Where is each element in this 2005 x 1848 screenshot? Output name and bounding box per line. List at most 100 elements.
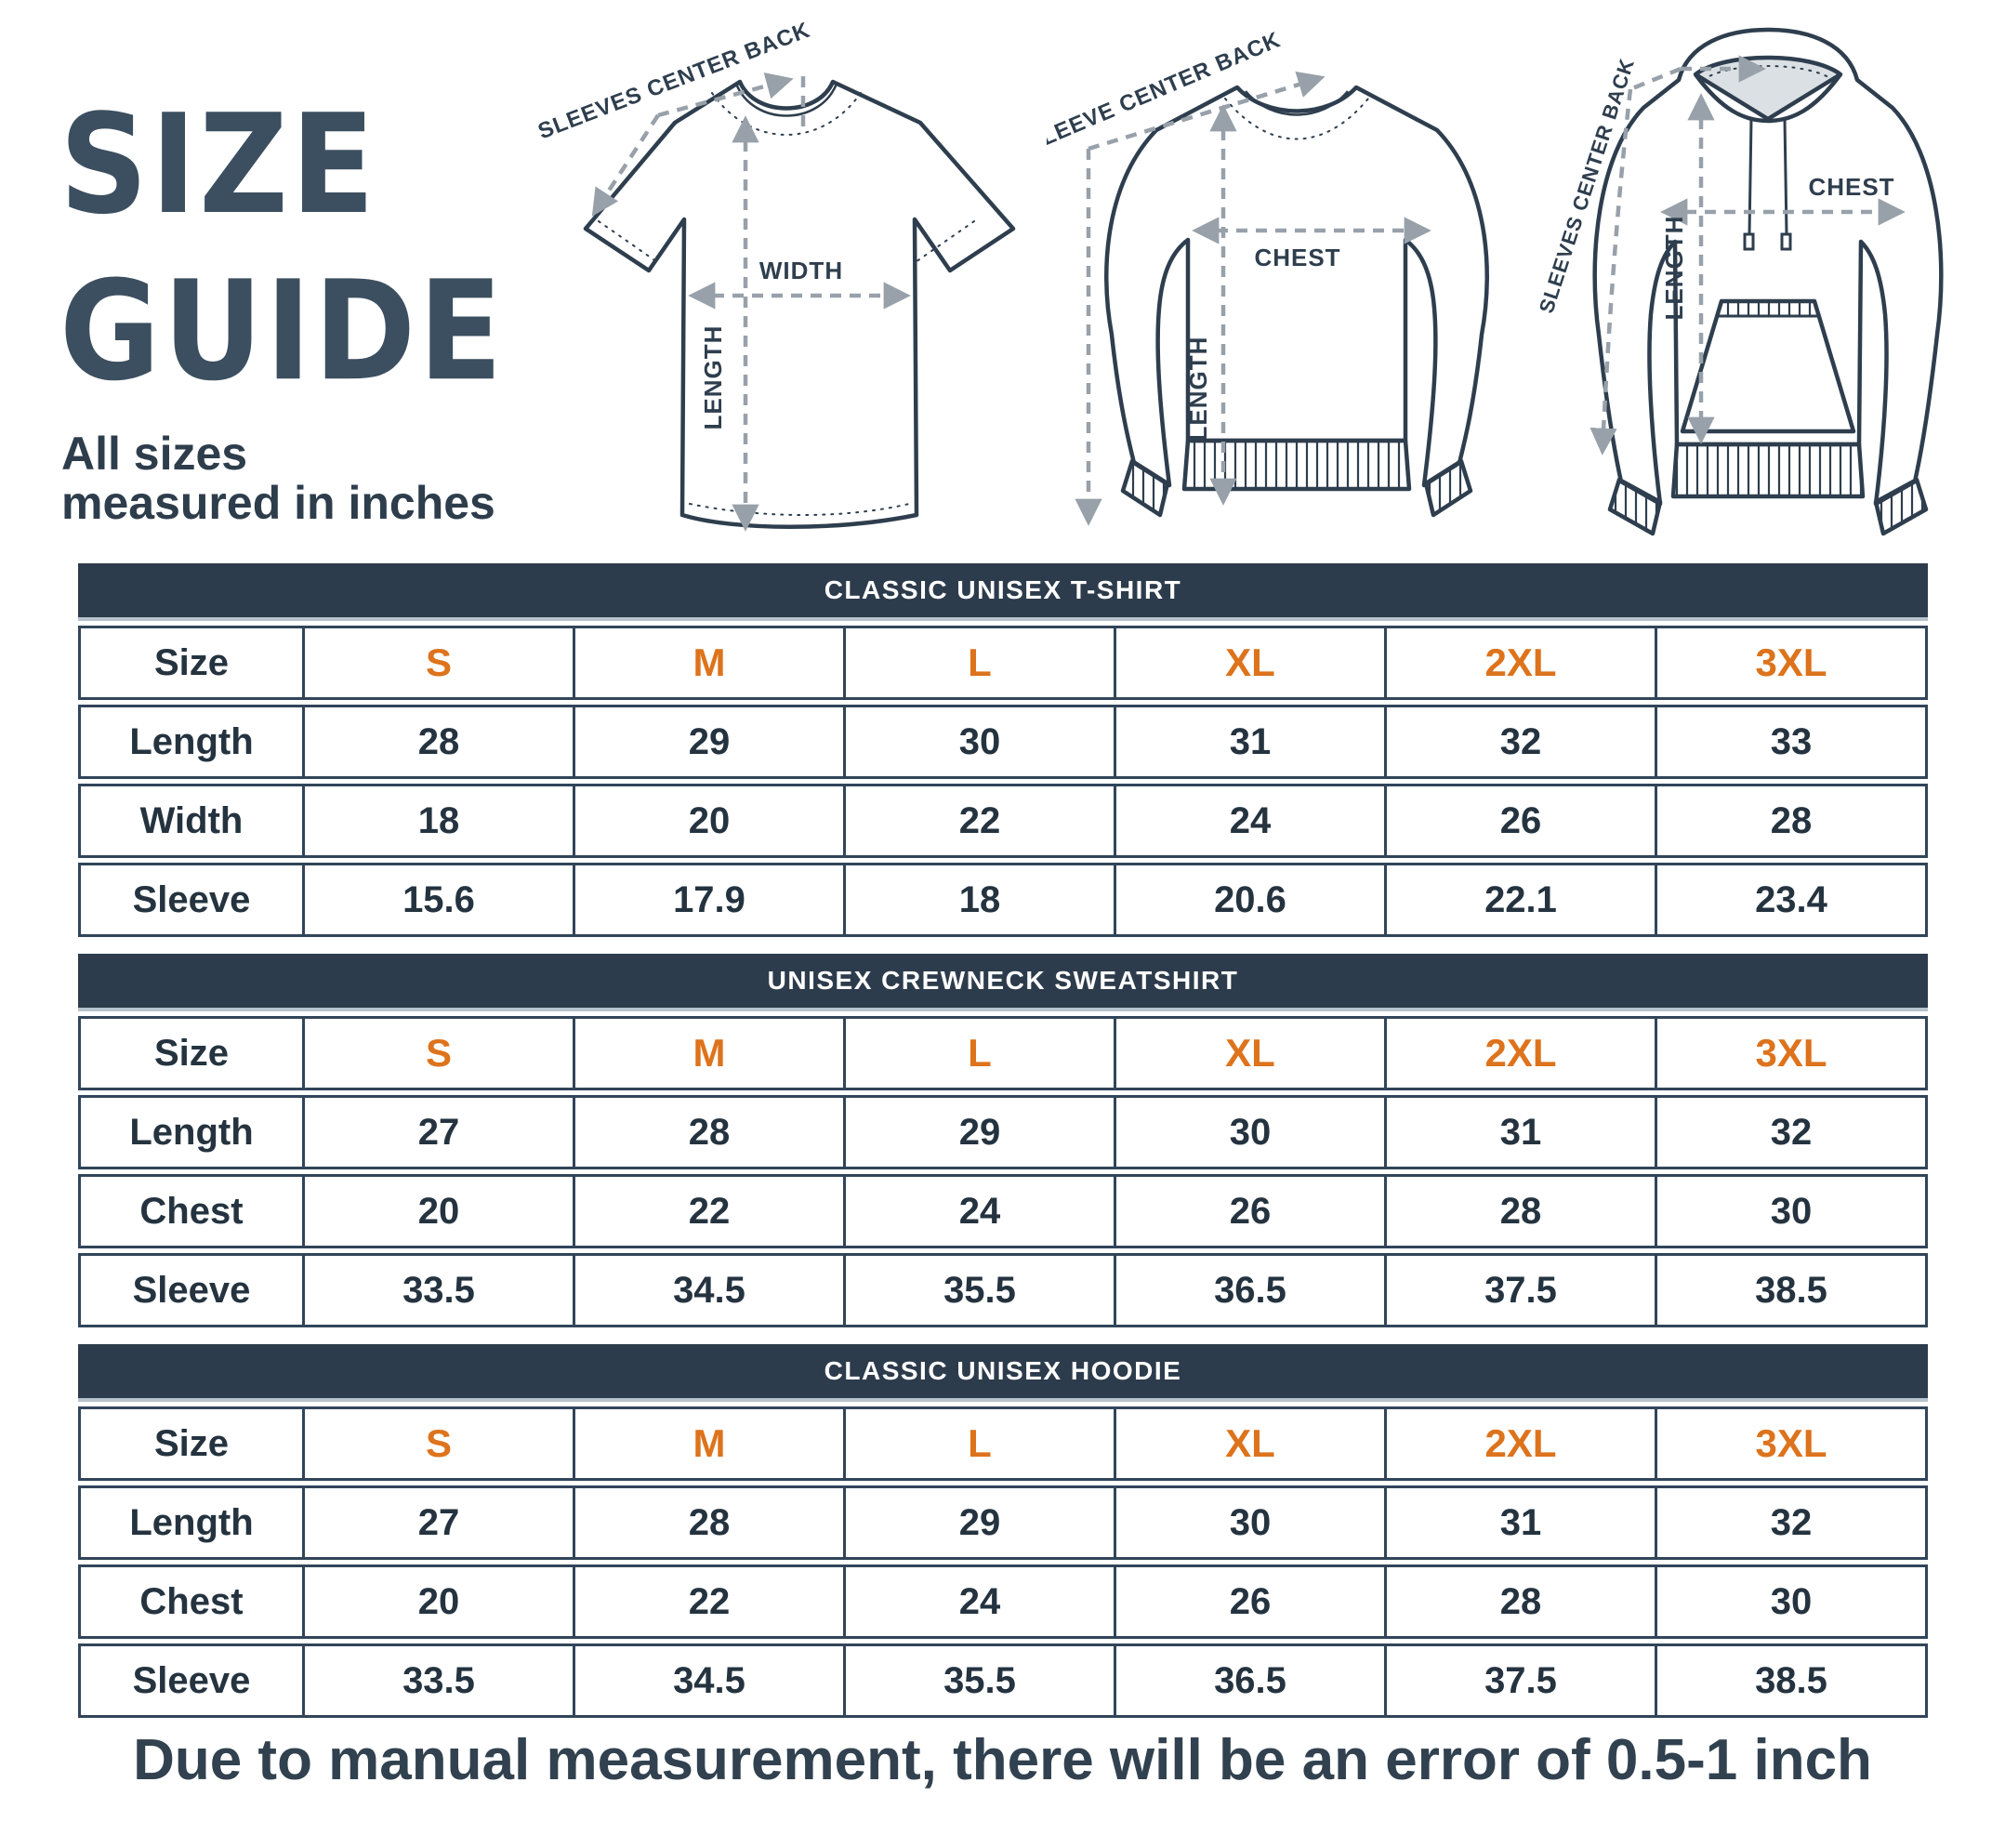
- value-cell: 37.5: [1384, 1256, 1655, 1325]
- value-cell: 38.5: [1655, 1256, 1925, 1325]
- tshirt-figure: WIDTH LENGTH SLEEVES CENTER BACK: [534, 22, 1016, 532]
- size-col-header: M: [573, 1409, 843, 1478]
- value-cell: 29: [843, 1488, 1114, 1557]
- page-title: SIZE GUIDE: [59, 82, 505, 415]
- value-cell: 22: [573, 1567, 843, 1636]
- size-col-header: S: [302, 1019, 573, 1088]
- table-hoodie: CLASSIC UNISEX HOODIE Size S M L XL 2XL …: [78, 1344, 1928, 1718]
- sweatshirt-outline: [1104, 85, 1489, 518]
- value-cell: 22: [843, 786, 1114, 855]
- value-cell: 20.6: [1114, 865, 1384, 934]
- table-row: Sleeve 33.5 34.5 35.5 36.5 37.5 38.5: [78, 1643, 1928, 1718]
- value-cell: 33.5: [302, 1256, 573, 1325]
- value-cell: 30: [1114, 1488, 1384, 1557]
- value-cell: 24: [1114, 786, 1384, 855]
- row-label: Chest: [139, 1580, 244, 1622]
- value-cell: 35.5: [843, 1646, 1114, 1715]
- table-row: Length 27 28 29 30 31 32: [78, 1095, 1928, 1169]
- value-cell: 31: [1384, 1098, 1655, 1167]
- value-cell: 23.4: [1655, 865, 1925, 934]
- page-title-line1: SIZE: [59, 85, 378, 245]
- hoodie-sleeve-arrow-down: [1589, 88, 1633, 455]
- table-row: Sleeve 33.5 34.5 35.5 36.5 37.5 38.5: [78, 1253, 1928, 1327]
- value-cell: 28: [302, 707, 573, 776]
- value-cell: 18: [843, 865, 1114, 934]
- value-cell: 31: [1114, 707, 1384, 776]
- size-row-label: Size: [153, 641, 230, 683]
- tshirt-width-label: WIDTH: [759, 257, 843, 284]
- size-col-header: XL: [1114, 1019, 1384, 1088]
- size-col-header: M: [573, 1019, 843, 1088]
- value-cell: 28: [1384, 1567, 1655, 1636]
- value-cell: 18: [302, 786, 573, 855]
- tshirt-length-label: LENGTH: [699, 325, 727, 430]
- size-tables: CLASSIC UNISEX T-SHIRT Size S M L XL 2XL…: [78, 563, 1928, 1735]
- value-cell: 28: [1384, 1177, 1655, 1246]
- hoodie-outline: [1592, 27, 1944, 536]
- table-tshirt: CLASSIC UNISEX T-SHIRT Size S M L XL 2XL…: [78, 563, 1928, 937]
- sweatshirt-figure: CHEST LENGTH SLEEVE CENTER BACK: [1047, 27, 1489, 526]
- size-col-header: XL: [1114, 628, 1384, 697]
- hoodie-chest-label: CHEST: [1808, 173, 1894, 201]
- row-label: Width: [139, 799, 244, 841]
- value-cell: 32: [1655, 1098, 1925, 1167]
- page-title-line2: GUIDE: [59, 251, 506, 413]
- row-label: Length: [129, 1111, 254, 1153]
- tshirt-sleeve-arrow-up: [657, 73, 794, 118]
- value-cell: 38.5: [1655, 1646, 1925, 1715]
- value-cell: 26: [1114, 1177, 1384, 1246]
- value-cell: 30: [1114, 1098, 1384, 1167]
- table-title: CLASSIC UNISEX T-SHIRT: [78, 563, 1928, 621]
- value-cell: 27: [302, 1098, 573, 1167]
- value-cell: 37.5: [1384, 1646, 1655, 1715]
- table-row: Chest 20 22 24 26 28 30: [78, 1564, 1928, 1639]
- table-row: Sleeve 15.6 17.9 18 20.6 22.1 23.4: [78, 863, 1928, 937]
- sweatshirt-measure-arrows: [1075, 71, 1431, 526]
- value-cell: 24: [843, 1567, 1114, 1636]
- sweatshirt-sleeve-arrow-right: [1088, 71, 1326, 152]
- hoodie-measure-arrows: [1589, 55, 1906, 455]
- size-col-header: 3XL: [1655, 628, 1925, 697]
- units-note-line2: measured in inches: [61, 477, 495, 529]
- value-cell: 28: [1655, 786, 1925, 855]
- value-cell: 35.5: [843, 1256, 1114, 1325]
- value-cell: 15.6: [302, 865, 573, 934]
- value-cell: 17.9: [573, 865, 843, 934]
- table-sweatshirt: UNISEX CREWNECK SWEATSHIRT Size S M L XL…: [78, 954, 1928, 1327]
- row-label: Sleeve: [132, 1269, 251, 1311]
- table-row-sizes: Size S M L XL 2XL 3XL: [78, 1016, 1928, 1090]
- value-cell: 36.5: [1114, 1646, 1384, 1715]
- value-cell: 36.5: [1114, 1256, 1384, 1325]
- size-col-header: 3XL: [1655, 1019, 1925, 1088]
- value-cell: 31: [1384, 1488, 1655, 1557]
- table-row-sizes: Size S M L XL 2XL 3XL: [78, 1406, 1928, 1481]
- sweatshirt-length-label: LENGTH: [1184, 337, 1212, 442]
- tshirt-outline: [583, 79, 1016, 529]
- hoodie-sleeve-bend: [1629, 66, 1682, 92]
- table-row: Width 18 20 22 24 26 28: [78, 784, 1928, 858]
- tshirt-measure-arrows: [591, 73, 911, 532]
- units-note: All sizes measured in inches: [61, 429, 495, 528]
- value-cell: 26: [1114, 1567, 1384, 1636]
- size-col-header: XL: [1114, 1409, 1384, 1478]
- size-col-header: L: [843, 628, 1114, 697]
- value-cell: 34.5: [573, 1646, 843, 1715]
- row-label: Length: [129, 720, 254, 762]
- size-col-header: 3XL: [1655, 1409, 1925, 1478]
- row-label: Sleeve: [132, 878, 251, 920]
- value-cell: 34.5: [573, 1256, 843, 1325]
- value-cell: 32: [1384, 707, 1655, 776]
- table-row: Length 27 28 29 30 31 32: [78, 1485, 1928, 1560]
- table-row-sizes: Size S M L XL 2XL 3XL: [78, 626, 1928, 700]
- size-row-label: Size: [153, 1422, 230, 1464]
- row-label: Length: [129, 1501, 254, 1543]
- value-cell: 29: [843, 1098, 1114, 1167]
- size-col-header: L: [843, 1409, 1114, 1478]
- table-title: CLASSIC UNISEX HOODIE: [78, 1344, 1928, 1402]
- value-cell: 33: [1655, 707, 1925, 776]
- value-cell: 30: [1655, 1567, 1925, 1636]
- table-title: UNISEX CREWNECK SWEATSHIRT: [78, 954, 1928, 1011]
- size-row-label: Size: [153, 1032, 230, 1074]
- value-cell: 22: [573, 1177, 843, 1246]
